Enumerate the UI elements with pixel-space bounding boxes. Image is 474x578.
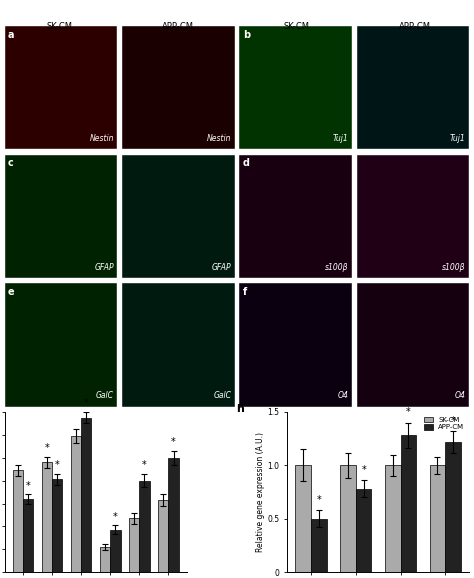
Text: s100β: s100β — [442, 263, 466, 272]
Text: c: c — [8, 158, 14, 168]
Bar — [110, 530, 120, 572]
Bar — [52, 480, 63, 572]
Text: O4: O4 — [338, 391, 348, 401]
Bar — [311, 519, 327, 572]
Text: *: * — [84, 398, 89, 409]
Text: *: * — [361, 465, 366, 475]
Text: SK-CM: SK-CM — [283, 22, 309, 31]
Bar — [23, 499, 33, 572]
Bar — [129, 518, 139, 572]
Text: *: * — [26, 481, 31, 491]
Text: GFAP: GFAP — [94, 263, 114, 272]
Bar — [295, 465, 311, 572]
Text: APP-CM: APP-CM — [399, 22, 431, 31]
Text: *: * — [113, 512, 118, 522]
Text: Nestin: Nestin — [207, 134, 231, 143]
Text: GalC: GalC — [213, 391, 231, 401]
Text: GalC: GalC — [96, 391, 114, 401]
Bar — [340, 465, 356, 572]
Bar — [100, 547, 110, 572]
Bar — [71, 436, 82, 572]
Text: d: d — [243, 158, 250, 168]
Bar — [42, 462, 52, 572]
Bar — [13, 470, 23, 572]
Bar — [429, 465, 445, 572]
Text: Tuj1: Tuj1 — [333, 134, 348, 143]
Text: b: b — [243, 29, 250, 40]
Bar — [385, 465, 401, 572]
Text: *: * — [142, 460, 147, 470]
Text: h: h — [236, 404, 244, 414]
Y-axis label: Relative gene expression (A.U.): Relative gene expression (A.U.) — [255, 432, 264, 552]
Bar — [168, 458, 179, 572]
Text: a: a — [8, 29, 15, 40]
Text: APP-CM: APP-CM — [162, 22, 194, 31]
Bar — [445, 442, 461, 572]
Text: *: * — [45, 443, 49, 453]
Text: *: * — [171, 438, 176, 447]
Text: e: e — [8, 287, 15, 297]
Text: *: * — [55, 460, 60, 470]
Legend: SK-CM, APP-CM: SK-CM, APP-CM — [423, 416, 466, 432]
Text: s100β: s100β — [325, 263, 348, 272]
Text: SK-CM: SK-CM — [46, 22, 72, 31]
Bar — [356, 489, 372, 572]
Bar — [139, 480, 150, 572]
Bar — [401, 435, 416, 572]
Text: O4: O4 — [455, 391, 466, 401]
Text: *: * — [406, 407, 411, 417]
Text: f: f — [243, 287, 247, 297]
Text: GFAP: GFAP — [212, 263, 231, 272]
Text: *: * — [317, 495, 321, 505]
Bar — [158, 500, 168, 572]
Text: *: * — [451, 416, 456, 426]
Bar — [82, 418, 91, 572]
Text: Nestin: Nestin — [90, 134, 114, 143]
Text: Tuj1: Tuj1 — [450, 134, 466, 143]
